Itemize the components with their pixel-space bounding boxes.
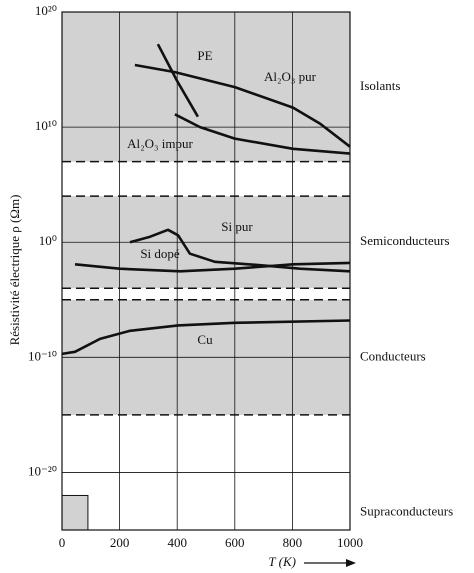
region-label: Conducteurs (360, 348, 426, 363)
x-tick-label: 800 (283, 535, 303, 550)
x-arrow (304, 559, 356, 567)
curve-label: Al₂O₃ pur (264, 69, 317, 84)
y-tick-label: 10⁻²⁰ (28, 463, 57, 478)
region-label: Isolants (360, 78, 400, 93)
curve-label: PE (197, 48, 212, 63)
region-band (62, 12, 350, 162)
x-tick-label: 200 (110, 535, 130, 550)
curve (129, 228, 351, 273)
region-label: Supraconducteurs (360, 504, 453, 519)
x-tick-label: 600 (225, 535, 245, 550)
x-tick-label: 0 (59, 535, 66, 550)
region-band (61, 494, 89, 531)
curve (174, 113, 351, 155)
curve-label: Si pur (221, 219, 253, 234)
y-tick-label: 10²⁰ (35, 3, 57, 18)
region-label: Semiconducteurs (360, 233, 450, 248)
curve-label: Cu (197, 332, 213, 347)
curve-label: Al₂O₃ impur (127, 136, 193, 151)
y-axis-label: Résistivité électrique ρ (Ωm) (7, 195, 22, 346)
curve (74, 261, 351, 273)
curve (134, 63, 351, 148)
x-tick-label: 1000 (337, 535, 363, 550)
curve (156, 43, 200, 118)
y-tick-label: 10¹⁰ (35, 118, 57, 133)
x-axis-label: T (K) (268, 554, 296, 569)
y-tick-label: 10⁰ (39, 233, 57, 248)
x-tick-label: 400 (167, 535, 187, 550)
y-tick-label: 10⁻¹⁰ (28, 348, 57, 363)
curve (61, 319, 351, 356)
curve-label: Si dopé (140, 246, 180, 261)
